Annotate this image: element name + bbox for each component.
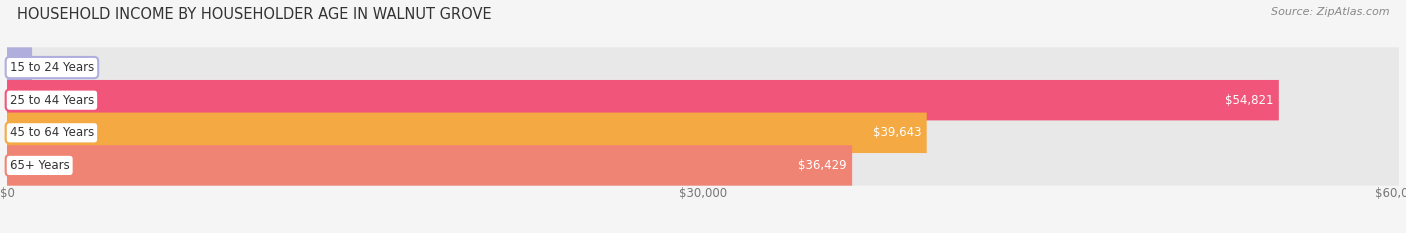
FancyBboxPatch shape	[7, 113, 927, 153]
Text: 25 to 44 Years: 25 to 44 Years	[10, 94, 94, 107]
Text: $39,643: $39,643	[873, 126, 921, 139]
Text: Source: ZipAtlas.com: Source: ZipAtlas.com	[1271, 7, 1389, 17]
Text: $36,429: $36,429	[799, 159, 846, 172]
FancyBboxPatch shape	[7, 145, 852, 186]
Text: HOUSEHOLD INCOME BY HOUSEHOLDER AGE IN WALNUT GROVE: HOUSEHOLD INCOME BY HOUSEHOLDER AGE IN W…	[17, 7, 492, 22]
FancyBboxPatch shape	[7, 145, 1399, 186]
FancyBboxPatch shape	[7, 113, 1399, 153]
FancyBboxPatch shape	[7, 80, 1399, 120]
Text: 15 to 24 Years: 15 to 24 Years	[10, 61, 94, 74]
FancyBboxPatch shape	[7, 47, 32, 88]
Text: 45 to 64 Years: 45 to 64 Years	[10, 126, 94, 139]
FancyBboxPatch shape	[7, 47, 1399, 88]
FancyBboxPatch shape	[7, 80, 1279, 120]
Text: 65+ Years: 65+ Years	[10, 159, 69, 172]
Text: $54,821: $54,821	[1225, 94, 1274, 107]
Text: $0: $0	[42, 61, 56, 74]
